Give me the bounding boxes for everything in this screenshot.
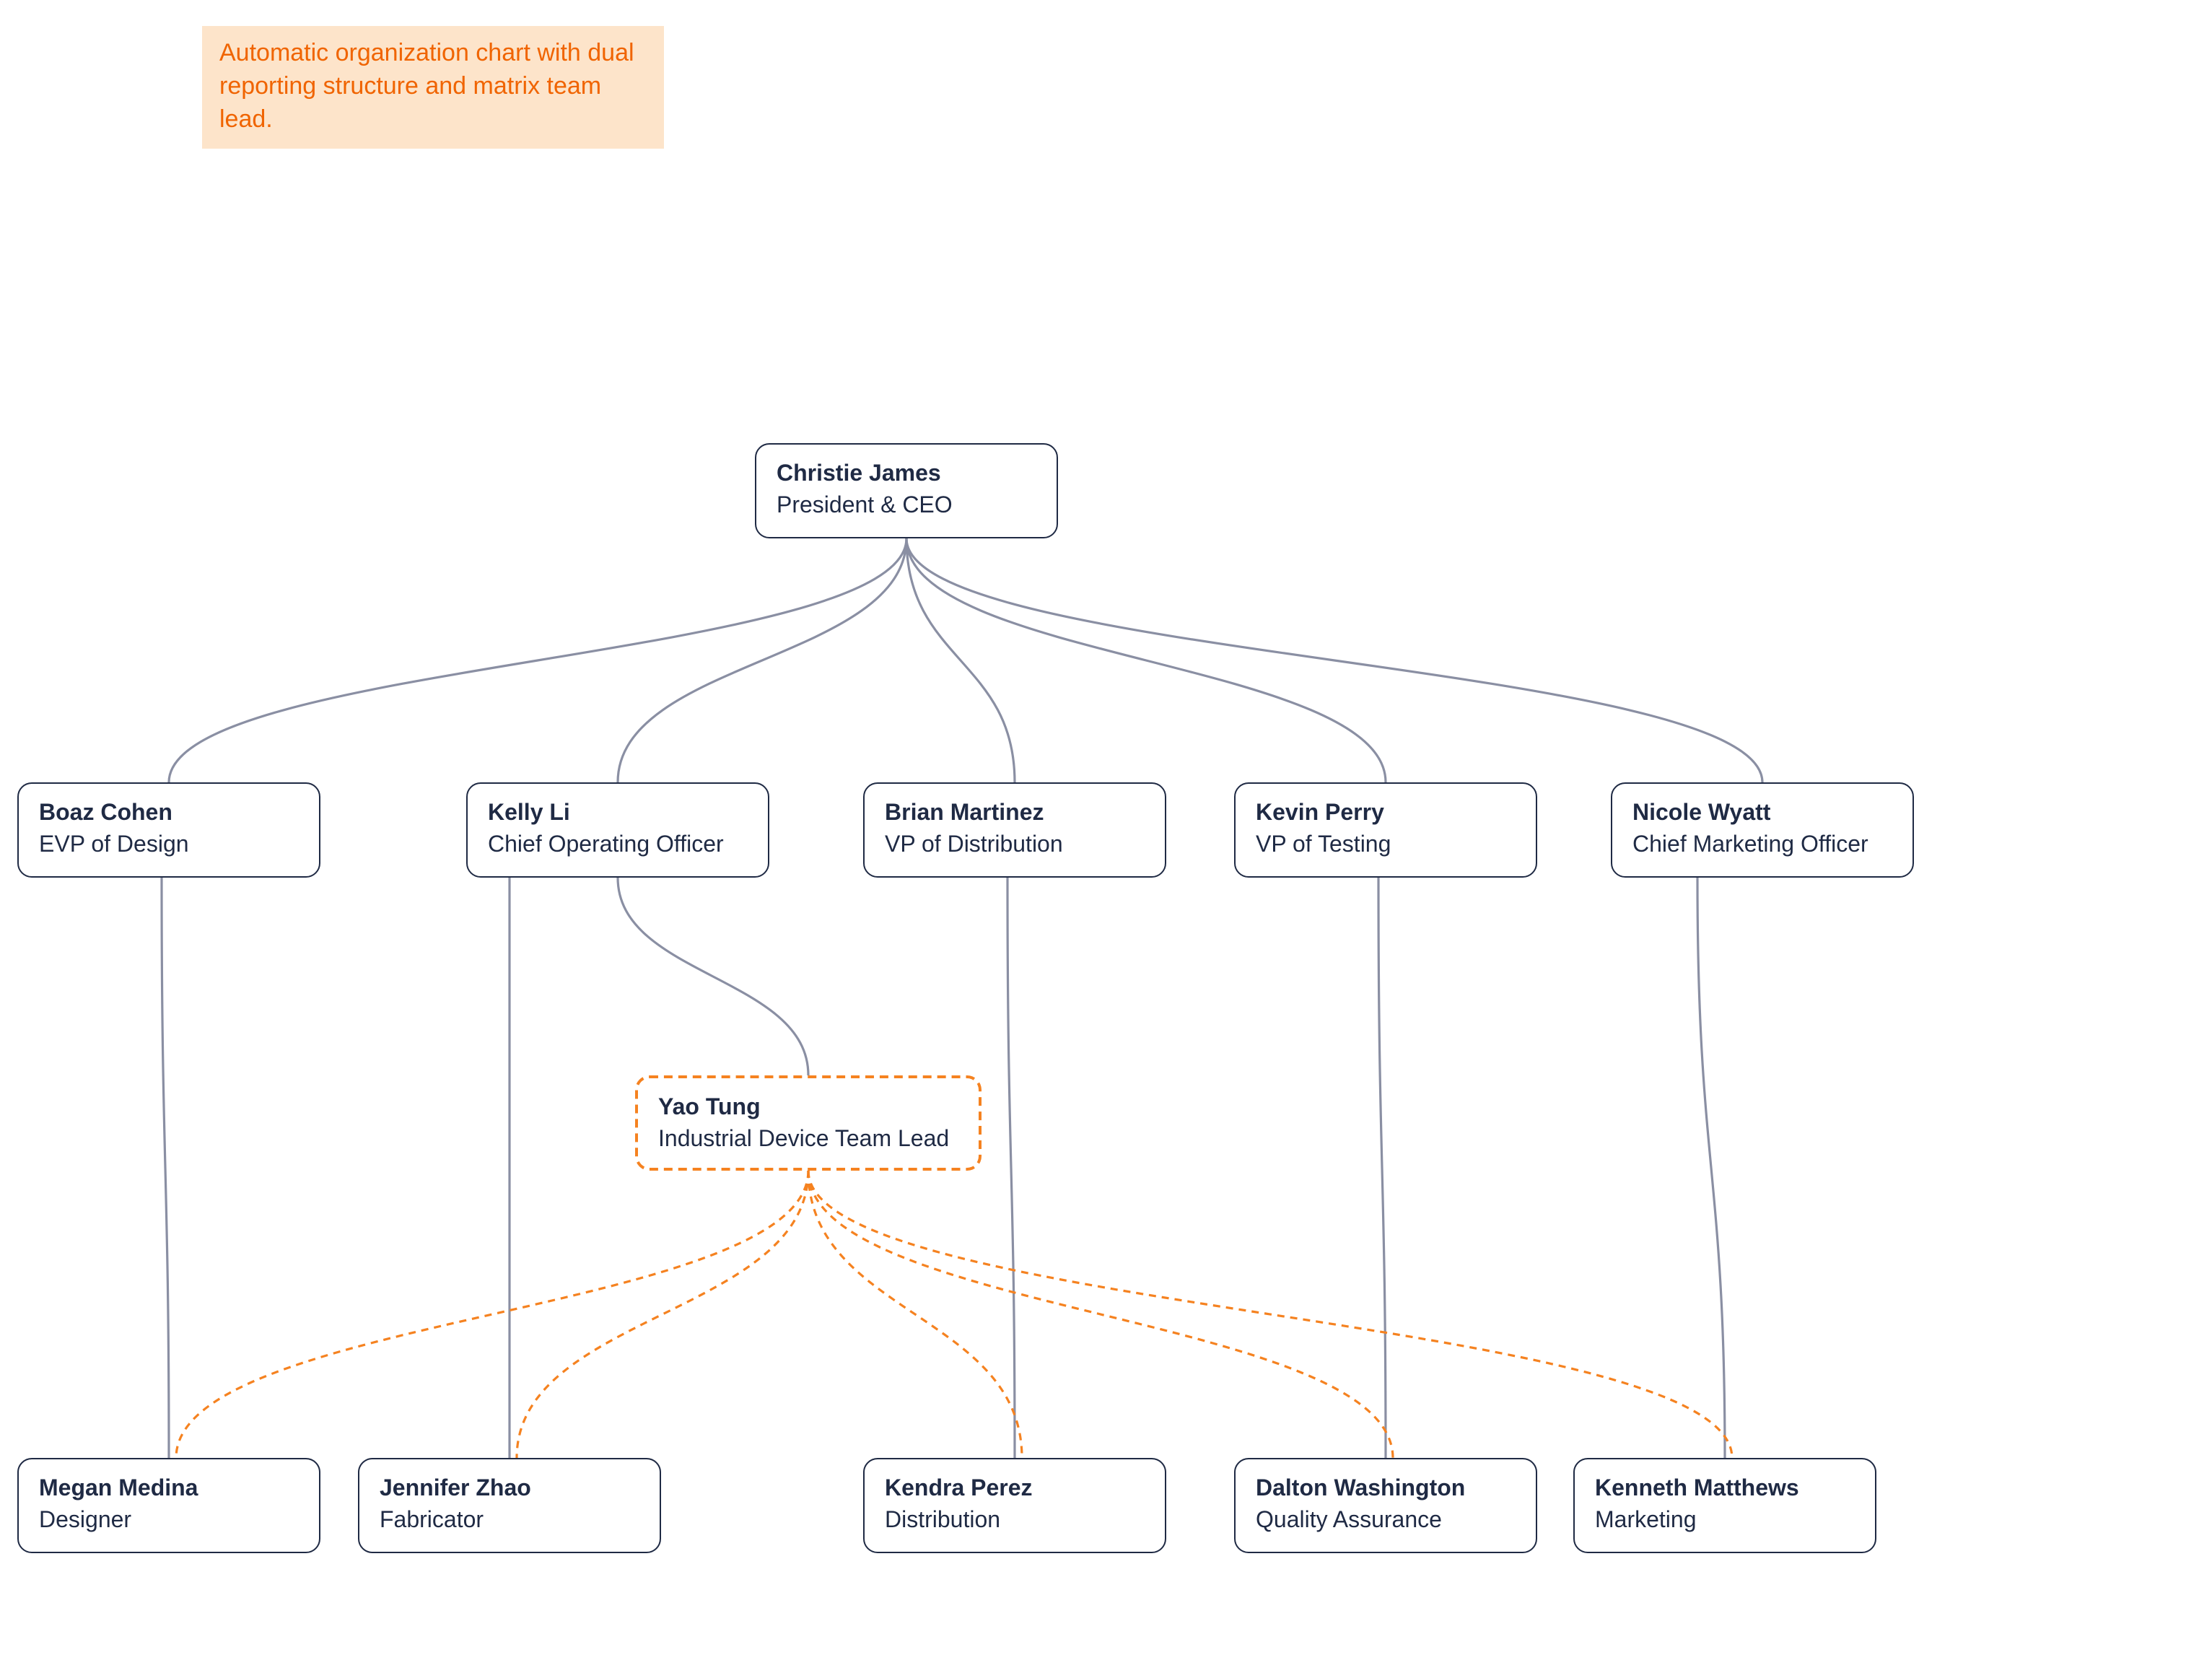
org-node-washington: Dalton WashingtonQuality Assurance [1234, 1458, 1537, 1553]
org-node-name: Kevin Perry [1256, 798, 1516, 829]
org-node-title: Designer [39, 1505, 299, 1536]
org-node-medina: Megan MedinaDesigner [17, 1458, 320, 1553]
org-node-name: Boaz Cohen [39, 798, 299, 829]
org-edge [906, 538, 1015, 782]
org-edge [906, 538, 1762, 782]
org-node-ceo: Christie JamesPresident & CEO [755, 443, 1058, 538]
org-node-wyatt: Nicole WyattChief Marketing Officer [1611, 782, 1914, 878]
org-node-perez: Kendra PerezDistribution [863, 1458, 1166, 1553]
org-node-name: Nicole Wyatt [1632, 798, 1892, 829]
org-edge [1697, 878, 1725, 1458]
org-edge [808, 1171, 1732, 1458]
org-node-title: Chief Marketing Officer [1632, 829, 1892, 860]
org-node-title: Industrial Device Team Lead [658, 1124, 958, 1155]
org-edge [618, 878, 808, 1075]
org-edge [162, 878, 169, 1458]
org-node-name: Yao Tung [658, 1093, 958, 1124]
org-node-cohen: Boaz CohenEVP of Design [17, 782, 320, 878]
org-node-name: Christie James [777, 459, 1036, 490]
org-node-name: Jennifer Zhao [380, 1474, 639, 1505]
org-edge [169, 538, 906, 782]
org-node-name: Brian Martinez [885, 798, 1145, 829]
org-chart: Automatic organization chart with dual r… [0, 0, 2212, 1660]
org-node-matthews: Kenneth MatthewsMarketing [1573, 1458, 1876, 1553]
org-edge [618, 538, 906, 782]
org-node-li: Kelly LiChief Operating Officer [466, 782, 769, 878]
org-node-name: Kenneth Matthews [1595, 1474, 1855, 1505]
chart-caption-text: Automatic organization chart with dual r… [219, 39, 634, 133]
org-node-zhao: Jennifer ZhaoFabricator [358, 1458, 661, 1553]
org-node-perry: Kevin PerryVP of Testing [1234, 782, 1537, 878]
org-node-title: Marketing [1595, 1505, 1855, 1536]
org-node-name: Kelly Li [488, 798, 748, 829]
org-node-title: Chief Operating Officer [488, 829, 748, 860]
org-edge [1378, 878, 1386, 1458]
org-node-title: President & CEO [777, 490, 1036, 521]
org-edge [1007, 878, 1015, 1458]
org-node-name: Kendra Perez [885, 1474, 1145, 1505]
org-node-title: Distribution [885, 1505, 1145, 1536]
org-node-name: Dalton Washington [1256, 1474, 1516, 1505]
org-node-title: EVP of Design [39, 829, 299, 860]
chart-caption: Automatic organization chart with dual r… [202, 26, 664, 149]
org-node-tung: Yao TungIndustrial Device Team Lead [635, 1075, 982, 1171]
org-edge [808, 1171, 1022, 1458]
org-node-title: Quality Assurance [1256, 1505, 1516, 1536]
org-edge [808, 1171, 1393, 1458]
org-node-name: Megan Medina [39, 1474, 299, 1505]
org-edge [517, 1171, 808, 1458]
org-node-title: VP of Testing [1256, 829, 1516, 860]
org-node-title: VP of Distribution [885, 829, 1145, 860]
org-edge [176, 1171, 808, 1458]
org-node-title: Fabricator [380, 1505, 639, 1536]
org-node-martinez: Brian MartinezVP of Distribution [863, 782, 1166, 878]
org-edge [906, 538, 1386, 782]
